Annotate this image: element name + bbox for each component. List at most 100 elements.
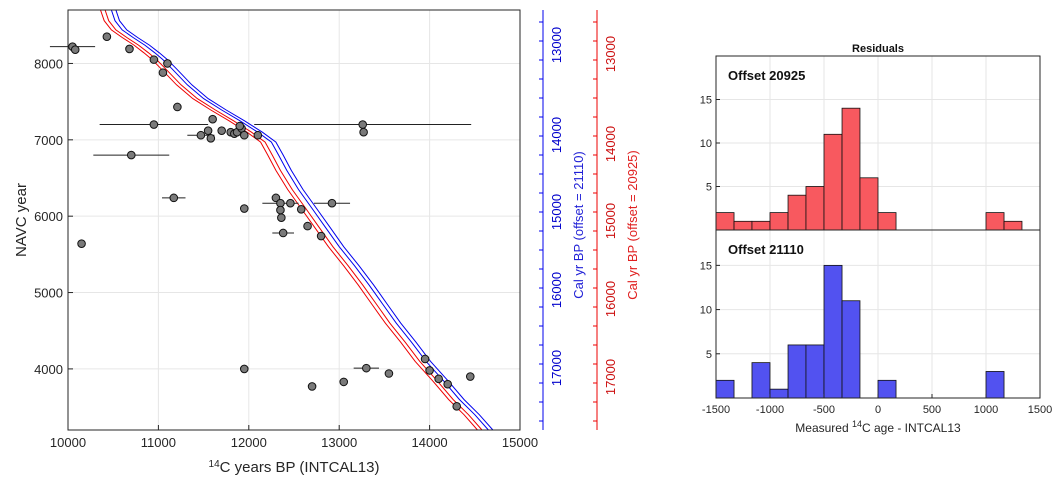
- hist-y-tick-label: 10: [700, 138, 712, 150]
- hist-y-tick-label: 5: [706, 182, 712, 194]
- data-point: [208, 114, 217, 124]
- calibration-curve: [115, 9, 494, 431]
- data-point: [286, 198, 295, 208]
- histogram-title: Residuals: [852, 43, 904, 55]
- x-axis-label-text: C years BP (INTCAL13): [220, 459, 380, 476]
- hist-x-tick-label: -500: [813, 404, 835, 416]
- hist-x-tick-label: 500: [923, 404, 941, 416]
- data-point: [276, 205, 285, 215]
- data-point: [173, 102, 182, 112]
- y-tick-label: 8000: [34, 56, 63, 71]
- hist-x-axis-label: Measured 14C age - INTCAL13: [795, 419, 961, 435]
- data-point: [77, 239, 86, 248]
- hist-bar: [787, 194, 807, 231]
- histogram-panel: Residuals 5 10 15 Offset 20925 5 10 15 Offset 21…: [700, 43, 1052, 435]
- hist-panel-title: Offset 21110: [728, 242, 804, 257]
- hist-bar: [805, 344, 825, 399]
- right-axis-tick-label: 14000: [603, 126, 618, 162]
- right-axis-tick-label: 16000: [549, 272, 564, 308]
- data-point: [70, 45, 80, 55]
- data-point: [196, 130, 206, 140]
- hist-bar: [877, 212, 897, 231]
- y-tick-label: 5000: [34, 286, 63, 301]
- data-point: [277, 213, 286, 223]
- hist-bar: [985, 212, 1005, 231]
- calibration-curve: [100, 9, 478, 431]
- hist-y-tick-label: 15: [700, 260, 712, 272]
- data-point: [425, 366, 434, 375]
- hist-bar: [823, 264, 843, 399]
- scatter-panel: 10000 11000 12000 13000 14000 15000 4000 5000 60…: [13, 9, 640, 477]
- right-axis-tick-label: 17000: [603, 359, 618, 395]
- data-point: [126, 150, 136, 160]
- x-axis-label: 14C years BP (INTCAL13): [209, 459, 380, 477]
- y-axis-label: NAVC year: [13, 183, 30, 257]
- plot-frame: [67, 9, 521, 431]
- calibration-curve: [110, 9, 489, 431]
- data-point: [296, 205, 306, 214]
- right-axis-tick-label: 17000: [549, 350, 564, 386]
- calibration-curve: [104, 9, 483, 431]
- data-point: [239, 204, 249, 213]
- data-point: [307, 382, 317, 391]
- hist-bar: [841, 107, 861, 231]
- x-tick-label: 10000: [50, 435, 86, 450]
- hist-bar: [715, 212, 735, 231]
- data-point: [420, 354, 430, 364]
- right-axis-tick-label: 13000: [549, 27, 564, 63]
- x-tick-label: 11000: [141, 435, 176, 450]
- data-point: [358, 120, 368, 129]
- data-point: [384, 369, 394, 378]
- data-point: [362, 363, 371, 373]
- hist-x-label-prefix: Measured: [795, 421, 852, 435]
- data-point: [158, 68, 168, 77]
- data-point: [452, 402, 462, 411]
- hist-y-tick-label: 5: [706, 349, 712, 361]
- data-point: [169, 193, 179, 203]
- x-tick-label: 14000: [412, 435, 448, 450]
- x-axis-label-superscript: 14: [209, 459, 221, 470]
- data-point: [206, 133, 216, 143]
- data-point: [203, 126, 213, 135]
- data-point: [125, 44, 134, 54]
- y-tick-label: 4000: [34, 362, 63, 377]
- data-point: [316, 231, 326, 241]
- data-point: [434, 374, 443, 384]
- data-point: [239, 130, 249, 140]
- data-point: [465, 372, 475, 381]
- y-tick-label: 6000: [34, 209, 63, 224]
- data-point: [253, 130, 263, 140]
- right-axis-tick-label: 15000: [549, 194, 564, 230]
- right-axis-tick-label: 14000: [549, 117, 564, 153]
- hist-y-tick-label: 15: [700, 95, 712, 107]
- hist-x-label-text: C age - INTCAL13: [862, 421, 961, 435]
- data-point: [149, 120, 159, 129]
- hist-x-tick-label: 0: [875, 404, 881, 416]
- hist-bar: [769, 212, 789, 231]
- x-tick-label: 12000: [231, 435, 267, 450]
- data-point: [339, 377, 349, 387]
- data-point: [217, 126, 226, 135]
- right-axis-tick-label: 16000: [603, 281, 618, 317]
- hist-panel-title: Offset 20925: [728, 68, 805, 83]
- data-point: [271, 193, 281, 203]
- hist-bar: [823, 133, 843, 231]
- hist-bar: [841, 300, 861, 399]
- hist-x-tick-label: -1500: [702, 404, 730, 416]
- data-point: [102, 32, 112, 42]
- hist-bar: [1003, 220, 1023, 231]
- data-point: [443, 379, 452, 389]
- hist-x-tick-label: 1000: [974, 404, 998, 416]
- hist-bar: [877, 379, 897, 399]
- hist-bar: [751, 220, 771, 231]
- data-point: [149, 55, 159, 64]
- hist-x-tick-label: 1500: [1028, 404, 1052, 416]
- data-point: [235, 121, 245, 131]
- hist-bar: [751, 362, 771, 399]
- right-axis-label: Cal yr BP (offset = 21110): [571, 151, 586, 299]
- hist-x-label-superscript: 14: [852, 419, 862, 429]
- hist-y-tick-label: 10: [700, 305, 712, 317]
- right-axis-tick-label: 13000: [603, 36, 618, 72]
- right-axis-tick-label: 15000: [603, 203, 618, 239]
